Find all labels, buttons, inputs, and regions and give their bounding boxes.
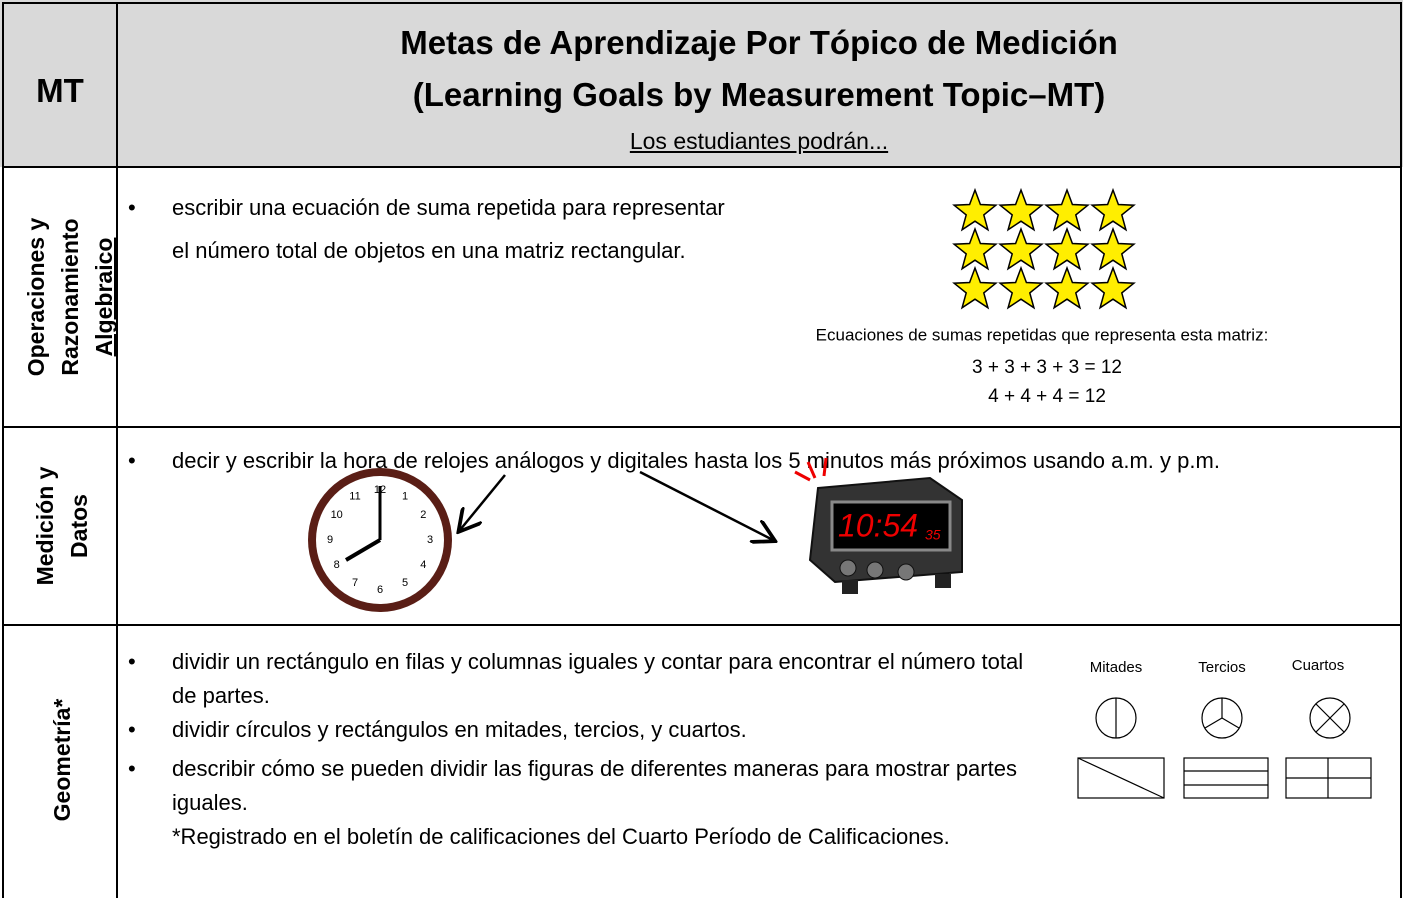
knob [897,563,915,581]
circle-quarters [1309,697,1351,739]
analog-clock: 12 12 3 45 6 78 9 10 11 [308,468,452,612]
border [116,2,118,898]
divider [1221,717,1240,729]
header-background [0,0,1403,167]
clock-numeral: 9 [327,534,333,546]
star [998,187,1044,232]
border [2,2,1402,4]
star [952,265,998,310]
clock-numeral: 1 [402,491,408,503]
shapes [1077,697,1372,799]
star [1090,265,1136,310]
foot [935,574,951,588]
border [2,426,1402,428]
star [1044,265,1090,310]
knob [866,561,884,579]
title: Metas de Aprendizaje Por Tópico de Medic… [400,24,1118,61]
star [1090,226,1136,271]
goal: dividir círculos y rectángulos en mitade… [128,713,1042,747]
digital-time: 10:54 [838,507,918,543]
equation: 4 + 4 + 4 = 12 [988,386,1106,407]
subtitle: Los estudiantes podrán... [629,128,889,154]
rect-halves [1077,757,1165,799]
border [2,2,4,898]
shape-label: Tercios [1198,659,1246,676]
clock-numeral: 12 [374,484,386,496]
goal: decir y escribir la hora de relojes anál… [128,444,1397,478]
star [1090,187,1136,232]
star [998,265,1044,310]
knob [839,559,857,577]
alarm-lines [794,457,828,482]
star [1044,226,1090,271]
divider [1204,717,1223,729]
clock-numeral: 4 [420,559,426,571]
star [952,226,998,271]
border [2,624,1402,626]
clock-numeral: 6 [377,584,383,596]
divider [1077,757,1165,799]
foot [842,580,858,594]
border [1400,2,1402,898]
equation: 3 + 3 + 3 + 3 = 12 [972,357,1122,378]
clock-numeral: 11 [349,491,360,503]
arrow [460,474,506,530]
clock-numeral: 3 [427,534,433,546]
goal: escribir una ecuación de suma repetida p… [128,186,742,272]
note: *Registrado en el boletín de calificacio… [172,824,950,849]
clock-numeral: 8 [334,559,340,571]
divider [1315,703,1345,733]
shape-label: Mitades [1090,659,1143,676]
clock-numeral: 2 [420,509,426,521]
digital-clock: 10:54 35 [794,457,963,594]
star [952,187,998,232]
shape-label: Cuartos [1292,657,1345,674]
star [1044,187,1090,232]
star [998,226,1044,271]
clock-hand [344,538,382,562]
title: (Learning Goals by Measurement Topic–MT) [412,76,1106,113]
rect-thirds [1183,757,1269,799]
clock-numeral: 7 [352,577,358,589]
column-label: MT [36,72,84,109]
goal: dividir un rectángulo en filas y columna… [128,645,1042,713]
border [2,166,1402,168]
clock-numeral: 5 [402,577,408,589]
clock-numeral: 10 [331,509,343,521]
clock-display [830,500,952,552]
figure-caption: Ecuaciones de sumas repetidas que repres… [816,325,1269,344]
goal: describir cómo se pueden dividir las fig… [128,752,1042,820]
digital-seconds: 35 [925,527,941,543]
arrow [639,470,773,540]
